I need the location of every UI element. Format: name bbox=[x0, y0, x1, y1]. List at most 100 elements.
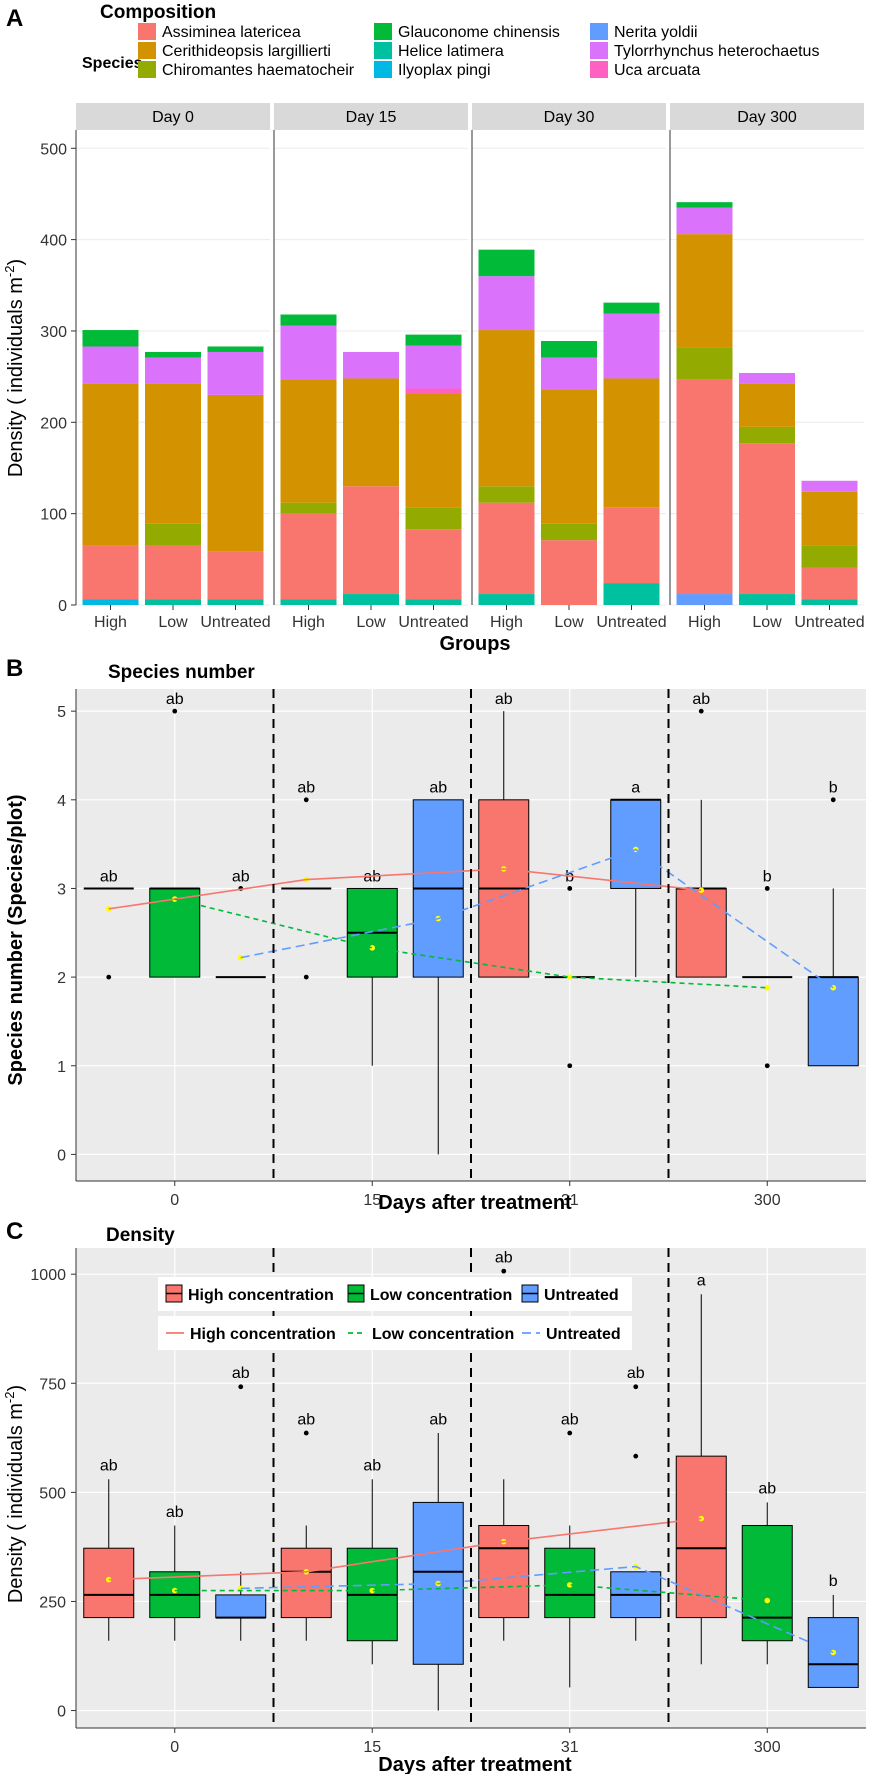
c-outlier-point bbox=[238, 1384, 244, 1390]
bar-segment-cerithideopsis-largillierti bbox=[280, 379, 337, 503]
b-significance-label: b bbox=[829, 780, 838, 797]
bar-segment-assiminea-latericea bbox=[343, 486, 399, 595]
a-facet-strip bbox=[670, 103, 864, 130]
c-outlier-point bbox=[567, 1430, 573, 1436]
bar-segment-cerithideopsis-largillierti bbox=[207, 394, 264, 552]
bar-segment-nerita-yoldii bbox=[676, 594, 733, 605]
panel-c-x-axis-title: Days after treatment bbox=[378, 1754, 572, 1774]
bar-segment-helice-latimera bbox=[478, 594, 535, 605]
bar-segment-tylorrhynchus-heterochaetus bbox=[82, 346, 139, 384]
a-y-tick-label: 400 bbox=[40, 233, 67, 250]
b-outlier-point bbox=[830, 797, 836, 803]
b-outlier-point bbox=[303, 974, 309, 980]
bar-segment-glauconome-chinensis bbox=[541, 341, 597, 358]
legend-key-assiminea-latericea bbox=[138, 23, 156, 40]
bar-segment-assiminea-latericea bbox=[82, 545, 139, 600]
legend-label-chiromantes-haematocheir: Chiromantes haematocheir bbox=[162, 62, 355, 79]
bar-segment-cerithideopsis-largillierti bbox=[541, 389, 597, 524]
c-legend-line-label-low-concentration: Low concentration bbox=[372, 1326, 514, 1343]
legend-key-cerithideopsis-largillierti bbox=[138, 42, 156, 59]
panel-a-x-axis-title: Groups bbox=[439, 633, 510, 655]
bar-segment-assiminea-latericea bbox=[801, 567, 858, 600]
c-significance-label: ab bbox=[166, 1504, 184, 1521]
bar-segment-tylorrhynchus-heterochaetus bbox=[343, 351, 399, 379]
b-trend-line-high-concentration bbox=[108, 868, 702, 910]
legend-key-glauconome-chinensis bbox=[374, 23, 392, 40]
bar-segment-helice-latimera bbox=[603, 583, 660, 605]
a-x-tick-label: Untreated bbox=[398, 614, 468, 631]
c-legend-box-label-low-concentration: Low concentration bbox=[370, 1287, 512, 1304]
bar-segment-glauconome-chinensis bbox=[82, 330, 139, 347]
b-y-tick-label: 3 bbox=[57, 881, 66, 898]
a-y-tick-label: 100 bbox=[40, 507, 67, 524]
legend-key-ilyoplax-pingi bbox=[374, 61, 392, 78]
panel-b-y-axis-title: Species number (Species/plot) bbox=[5, 794, 27, 1085]
bar-segment-chiromantes-haematocheir bbox=[739, 426, 795, 444]
c-outlier-point bbox=[501, 1268, 507, 1274]
c-box-day15-high-concentration bbox=[280, 1547, 332, 1619]
panel-c-letter: C bbox=[6, 1218, 23, 1245]
b-mean-point bbox=[764, 984, 771, 991]
c-significance-label: ab bbox=[297, 1411, 315, 1428]
a-facet-strip bbox=[472, 103, 666, 130]
panel-a-legend: Assiminea latericea Cerithideopsis largil… bbox=[138, 23, 819, 79]
panel-c-y-axis-title-close: ) bbox=[5, 1385, 27, 1392]
c-y-tick-label: 500 bbox=[39, 1485, 66, 1502]
bar-segment-chiromantes-haematocheir bbox=[405, 507, 462, 530]
bar-segment-cerithideopsis-largillierti bbox=[478, 330, 535, 487]
bar-segment-assiminea-latericea bbox=[478, 502, 535, 595]
panel-c-y-axis-title-sup: -2 bbox=[2, 1392, 17, 1404]
c-significance-label: ab bbox=[561, 1411, 579, 1428]
b-x-tick-label: 0 bbox=[170, 1192, 179, 1209]
bar-segment-chiromantes-haematocheir bbox=[478, 486, 535, 503]
b-significance-label: ab bbox=[692, 691, 710, 708]
panel-b-letter: B bbox=[6, 655, 23, 682]
c-outlier-point bbox=[633, 1453, 639, 1459]
a-x-tick-label: Low bbox=[356, 614, 386, 631]
bar-segment-cerithideopsis-largillierti bbox=[603, 378, 660, 508]
bar-segment-cerithideopsis-largillierti bbox=[82, 383, 139, 546]
a-y-tick-label: 0 bbox=[58, 598, 67, 615]
b-y-tick-label: 4 bbox=[57, 793, 66, 810]
b-x-tick-label: 31 bbox=[561, 1192, 579, 1209]
bar-segment-assiminea-latericea bbox=[603, 507, 660, 584]
bar-segment-ilyoplax-pingi bbox=[82, 599, 139, 605]
a-x-tick-label: Untreated bbox=[596, 614, 666, 631]
a-facet-strip bbox=[274, 103, 468, 130]
bar-segment-cerithideopsis-largillierti bbox=[145, 383, 201, 524]
c-significance-label: ab bbox=[363, 1458, 381, 1475]
b-significance-label: a bbox=[631, 780, 640, 797]
c-trend-line-high-concentration bbox=[108, 1517, 702, 1581]
b-mean-point bbox=[566, 974, 573, 980]
b-x-tick-label: 15 bbox=[363, 1192, 381, 1209]
a-facet-label: Day 30 bbox=[544, 109, 595, 126]
a-y-tick-label: 200 bbox=[40, 415, 67, 432]
b-y-tick-label: 2 bbox=[57, 970, 66, 987]
bar-segment-tylorrhynchus-heterochaetus bbox=[145, 357, 201, 384]
bar-segment-tylorrhynchus-heterochaetus bbox=[280, 325, 337, 380]
bar-segment-chiromantes-haematocheir bbox=[541, 523, 597, 541]
b-trend-line-untreated bbox=[240, 848, 834, 989]
legend-label-helice-latimera: Helice latimera bbox=[398, 43, 504, 60]
panel-a-y-axis-title-close: ) bbox=[5, 259, 27, 266]
c-significance-label: ab bbox=[232, 1365, 250, 1382]
c-outlier-point bbox=[633, 1384, 639, 1390]
bar-segment-tylorrhynchus-heterochaetus bbox=[676, 207, 733, 235]
c-x-tick-label: 300 bbox=[754, 1739, 781, 1756]
c-box-day300-low-concentration bbox=[741, 1525, 793, 1642]
c-legend-box-label-high-concentration: High concentration bbox=[188, 1287, 334, 1304]
legend-label-uca-arcuata: Uca arcuata bbox=[614, 62, 700, 79]
bar-segment-assiminea-latericea bbox=[676, 379, 733, 595]
bar-segment-tylorrhynchus-heterochaetus bbox=[603, 313, 660, 379]
c-legend-line-label-high-concentration: High concentration bbox=[190, 1326, 336, 1343]
bar-segment-glauconome-chinensis bbox=[478, 249, 535, 277]
c-legend-box-label-untreated: Untreated bbox=[544, 1287, 619, 1304]
a-x-tick-label: Untreated bbox=[200, 614, 270, 631]
c-legend-lines-background bbox=[158, 1316, 632, 1350]
c-legend-line-label-untreated: Untreated bbox=[546, 1326, 621, 1343]
b-outlier-point bbox=[764, 886, 770, 891]
c-x-tick-label: 15 bbox=[363, 1739, 381, 1756]
legend-label-tylorrhynchus-heterochaetus: Tylorrhynchus heterochaetus bbox=[614, 43, 819, 60]
